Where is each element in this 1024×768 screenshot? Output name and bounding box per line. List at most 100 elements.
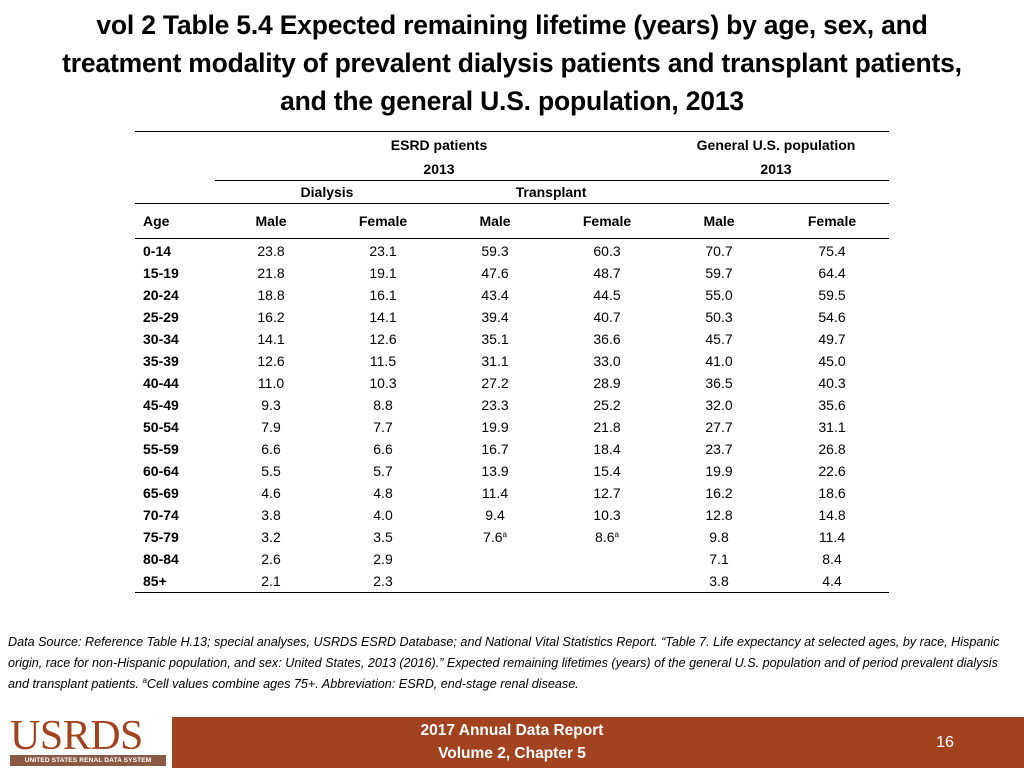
cell-dialysis-male: 21.8: [215, 262, 327, 284]
title-line-1: vol 2 Table 5.4 Expected remaining lifet…: [96, 10, 928, 40]
cell-value: 12.6: [257, 353, 285, 369]
cell-value: 60.3: [593, 243, 621, 259]
cell-value: 45.0: [818, 353, 846, 369]
cell-general-male: 7.1: [663, 548, 775, 570]
cell-value: 19.1: [369, 265, 397, 281]
logo-subtext: UNITED STATES RENAL DATA SYSTEM: [10, 755, 166, 766]
cell-value: 2.1: [261, 573, 281, 589]
footer-bar: USRDS UNITED STATES RENAL DATA SYSTEM 20…: [0, 714, 1024, 768]
subheader-dialysis: Dialysis: [215, 180, 439, 204]
cell-value: 27.7: [705, 419, 733, 435]
cell-value: 18.4: [593, 441, 621, 457]
cell-value: 9.3: [261, 397, 281, 413]
cell-age: 20-24: [143, 287, 179, 303]
cell-age: 85+: [135, 570, 215, 593]
page-title: vol 2 Table 5.4 Expected remaining lifet…: [8, 6, 1016, 120]
cell-general-female: 49.7: [775, 328, 889, 350]
cell-age: 45-49: [143, 397, 179, 413]
year-header-esrd: 2013: [215, 158, 663, 181]
cell-transplant-female: 21.8: [551, 416, 663, 438]
cell-dialysis-male: 2.6: [215, 548, 327, 570]
note-footnote-marker: a: [142, 676, 147, 685]
cell-value: 3.8: [709, 573, 729, 589]
cell-general-male: 9.8: [663, 526, 775, 548]
cell-value: 11.4: [481, 485, 509, 501]
cell-value: 12.7: [593, 485, 621, 501]
cell-value: 45.7: [705, 331, 733, 347]
cell-dialysis-female: 8.8: [327, 394, 439, 416]
cell-value: 41.0: [705, 353, 733, 369]
page-number: 16: [936, 734, 954, 751]
cell-value: 23.8: [257, 243, 285, 259]
cell-value: 16.1: [369, 287, 397, 303]
cell-general-male: 32.0: [663, 394, 775, 416]
cell-general-female: 11.4: [775, 526, 889, 548]
cell-general-male: 55.0: [663, 284, 775, 306]
cell-dialysis-female: 7.7: [327, 416, 439, 438]
cell-value: 4.8: [373, 485, 393, 501]
cell-dialysis-female: 16.1: [327, 284, 439, 306]
cell-dialysis-male: 11.0: [215, 372, 327, 394]
cell-transplant-male: 9.4: [439, 504, 551, 526]
cell-transplant-male: 59.3: [439, 239, 551, 263]
cell-value: 70.7: [705, 243, 733, 259]
table-row: 65-69 4.6 4.8 11.4 12.7 16.2 18.6: [135, 482, 889, 504]
table-row: 30-34 14.1 12.6 35.1 36.6 45.7 49.7: [135, 328, 889, 350]
cell-value: 3.2: [261, 529, 281, 545]
cell-value: 7.1: [709, 551, 729, 567]
cell-value: 33.0: [593, 353, 621, 369]
cell-age: 50-54: [143, 419, 179, 435]
table-row: 85+ 2.1 2.3 3.8 4.4: [135, 570, 889, 593]
cell-value: 35.1: [481, 331, 509, 347]
table-row: 70-74 3.8 4.0 9.4 10.3 12.8 14.8: [135, 504, 889, 526]
cell-value: 4.4: [822, 573, 842, 589]
cell-value: 31.1: [818, 419, 846, 435]
cell-value: 75.4: [818, 243, 846, 259]
cell-value: 7.7: [373, 419, 393, 435]
cell-value: 3.5: [373, 529, 393, 545]
cell-transplant-male: 16.7: [439, 438, 551, 460]
cell-value: 25.2: [593, 397, 621, 413]
cell-dialysis-female: 11.5: [327, 350, 439, 372]
data-source-note: Data Source: Reference Table H.13; speci…: [8, 632, 1018, 695]
cell-general-female: 22.6: [775, 460, 889, 482]
column-header-general-male: Male: [663, 203, 775, 239]
table-row: 35-39 12.6 11.5 31.1 33.0 41.0 45.0: [135, 350, 889, 372]
cell-dialysis-female: 2.9: [327, 548, 439, 570]
column-header-general-female: Female: [775, 203, 889, 239]
cell-transplant-female: 25.2: [551, 394, 663, 416]
cell-value: 22.6: [818, 463, 846, 479]
cell-value: 48.7: [593, 265, 621, 281]
cell-value: 11.4: [818, 529, 846, 545]
cell-transplant-male: 47.6: [439, 262, 551, 284]
cell-value: 8.6: [595, 529, 615, 545]
cell-dialysis-female: 12.6: [327, 328, 439, 350]
cell-age: 15-19: [143, 265, 179, 281]
cell-dialysis-female: 3.5: [327, 526, 439, 548]
subheader-transplant: Transplant: [439, 180, 663, 204]
cell-dialysis-male: 4.6: [215, 482, 327, 504]
cell-value: 10.3: [593, 507, 621, 523]
cell-value: 27.2: [481, 375, 509, 391]
usrds-logo: USRDS UNITED STATES RENAL DATA SYSTEM: [0, 714, 172, 768]
cell-value: 4.6: [261, 485, 281, 501]
life-expectancy-table: ESRD patients General U.S. population 20…: [135, 131, 889, 593]
cell-value: 31.1: [481, 353, 509, 369]
cell-value: 19.9: [481, 419, 509, 435]
cell-value: 55.0: [705, 287, 733, 303]
cell-age: 30-34: [143, 331, 179, 347]
group-header-general: General U.S. population: [663, 131, 889, 158]
cell-general-male: 16.2: [663, 482, 775, 504]
cell-general-male: 36.5: [663, 372, 775, 394]
cell-value: 2.3: [373, 573, 393, 589]
cell-value: 16.7: [481, 441, 509, 457]
cell-dialysis-female: 10.3: [327, 372, 439, 394]
cell-value: 54.6: [818, 309, 846, 325]
cell-general-male: 19.9: [663, 460, 775, 482]
cell-general-male: 59.7: [663, 262, 775, 284]
cell-general-female: 14.8: [775, 504, 889, 526]
cell-dialysis-male: 16.2: [215, 306, 327, 328]
cell-value: 9.4: [485, 507, 505, 523]
cell-dialysis-male: 14.1: [215, 328, 327, 350]
cell-dialysis-female: 5.7: [327, 460, 439, 482]
